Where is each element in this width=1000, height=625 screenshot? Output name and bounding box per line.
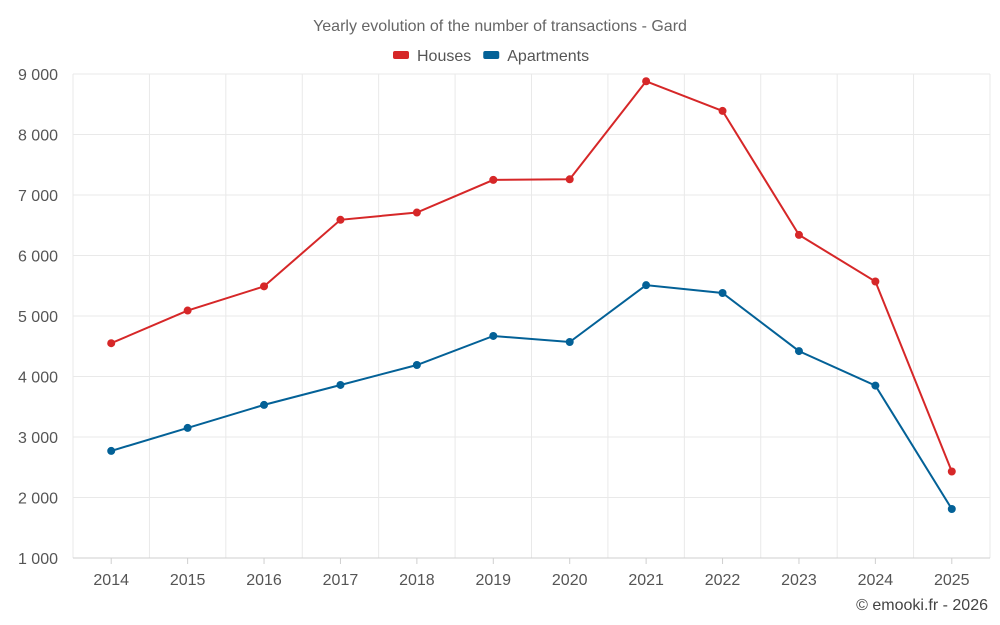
- y-tick-label: 9 000: [18, 67, 58, 84]
- y-tick-label: 6 000: [18, 249, 58, 266]
- data-point-houses[interactable]: [489, 175, 498, 184]
- x-tick-label: 2019: [475, 572, 511, 589]
- data-point-houses[interactable]: [260, 282, 269, 291]
- data-point-houses[interactable]: [794, 230, 803, 239]
- y-tick-label: 8 000: [18, 128, 58, 145]
- legend-label: Apartments: [507, 48, 589, 65]
- x-tick-label: 2023: [781, 572, 817, 589]
- data-point-houses[interactable]: [718, 106, 727, 115]
- y-tick-label: 1 000: [18, 551, 58, 568]
- data-point-houses[interactable]: [565, 175, 574, 184]
- x-tick-label: 2022: [705, 572, 741, 589]
- series-line-apartments: [110, 284, 953, 510]
- x-tick-label: 2015: [170, 572, 206, 589]
- series-lines: [110, 80, 953, 510]
- legend-label: Houses: [417, 48, 471, 65]
- data-point-houses[interactable]: [412, 208, 421, 217]
- x-tick-label: 2024: [858, 572, 894, 589]
- data-point-apartments[interactable]: [871, 381, 880, 390]
- data-point-houses[interactable]: [642, 77, 651, 86]
- data-point-apartments[interactable]: [107, 446, 116, 455]
- data-point-apartments[interactable]: [718, 289, 727, 298]
- legend-swatch: [393, 51, 409, 59]
- x-tick-label: 2020: [552, 572, 588, 589]
- data-point-apartments[interactable]: [260, 400, 269, 409]
- series-points: [107, 77, 956, 513]
- y-tick-label: 5 000: [18, 309, 58, 326]
- data-point-houses[interactable]: [107, 339, 116, 348]
- chart-legend: Houses Apartments: [393, 48, 589, 65]
- x-tick-label: 2018: [399, 572, 435, 589]
- chart-title: Yearly evolution of the number of transa…: [313, 18, 687, 35]
- x-tick-label: 2014: [93, 572, 129, 589]
- y-tick-label: 2 000: [18, 491, 58, 508]
- data-point-apartments[interactable]: [642, 281, 651, 290]
- x-tick-label: 2025: [934, 572, 970, 589]
- data-point-apartments[interactable]: [336, 380, 345, 389]
- legend-swatch: [483, 51, 500, 59]
- credit-text: © emooki.fr - 2026: [856, 597, 988, 614]
- data-point-houses[interactable]: [947, 467, 956, 476]
- x-tick-label: 2021: [628, 572, 664, 589]
- y-tick-label: 3 000: [18, 430, 58, 447]
- x-tick-label: 2016: [246, 572, 282, 589]
- data-point-apartments[interactable]: [565, 338, 574, 347]
- y-tick-label: 7 000: [18, 188, 58, 205]
- data-point-houses[interactable]: [871, 277, 880, 286]
- grid-lines: [72, 73, 991, 559]
- legend-item-apartments[interactable]: Apartments: [483, 48, 589, 65]
- data-point-apartments[interactable]: [183, 423, 192, 432]
- data-point-apartments[interactable]: [794, 347, 803, 356]
- x-tick-label: 2017: [323, 572, 359, 589]
- y-tick-label: 4 000: [18, 370, 58, 387]
- series-line-houses: [110, 80, 953, 472]
- legend-item-houses[interactable]: Houses: [393, 48, 471, 65]
- data-point-apartments[interactable]: [412, 361, 421, 370]
- data-point-apartments[interactable]: [947, 504, 956, 513]
- data-point-houses[interactable]: [183, 306, 192, 315]
- data-point-apartments[interactable]: [489, 331, 498, 340]
- y-axis: 1 000 2 000 3 000 4 000 5 000 6 000 7 000 8 000…: [18, 67, 58, 568]
- data-point-houses[interactable]: [336, 215, 345, 224]
- x-axis: 2014 2015 2016 2017 2018 2019 2020 2021 2022 2023…: [73, 557, 990, 589]
